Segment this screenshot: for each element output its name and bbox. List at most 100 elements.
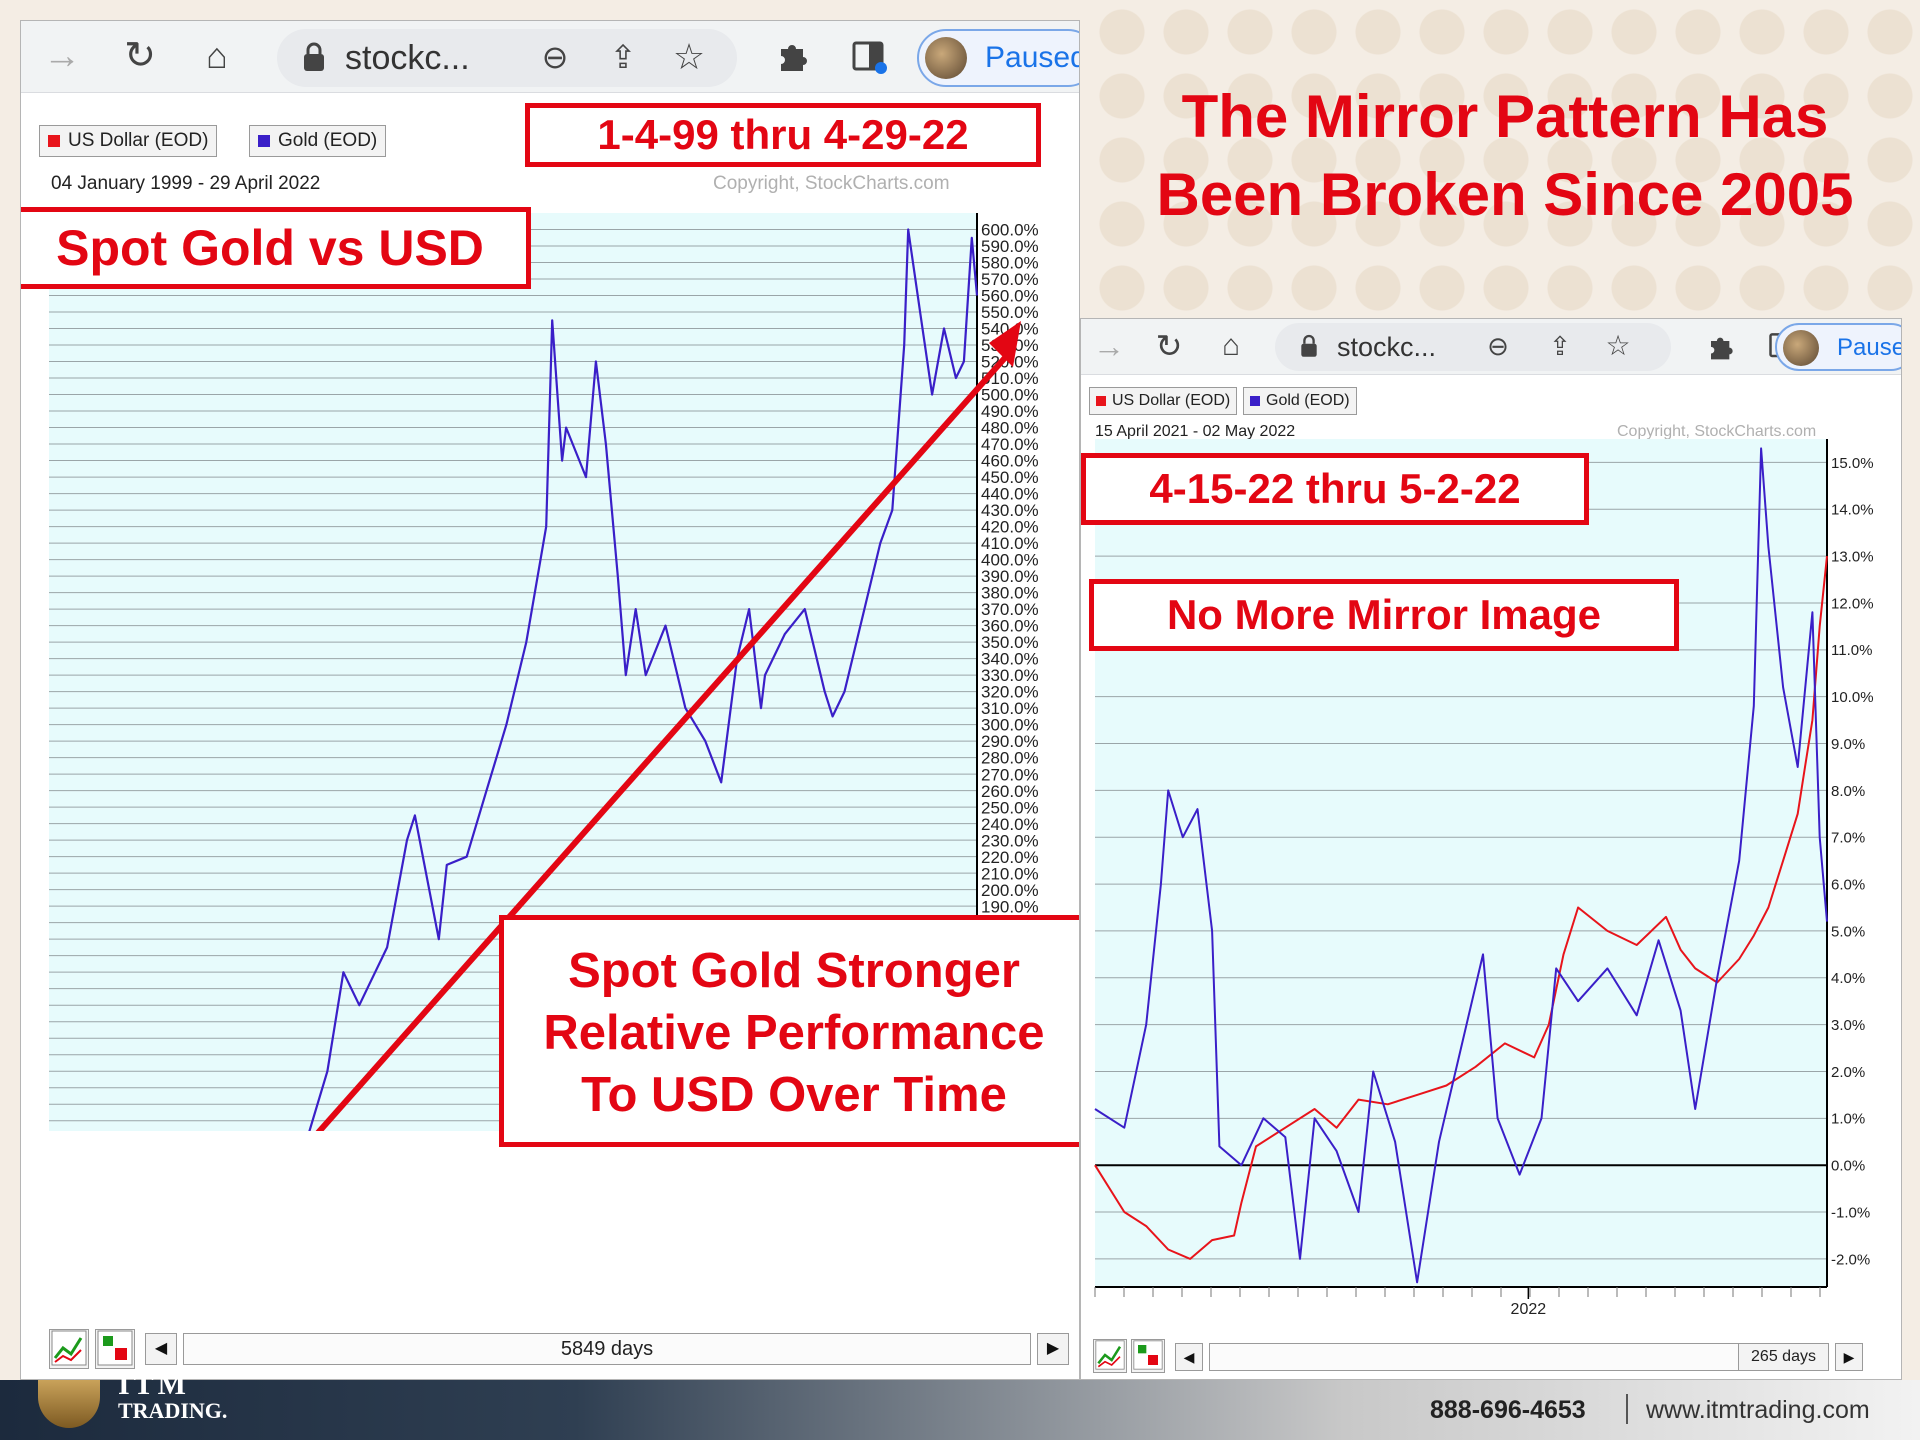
y-tick-label: 510.0% — [981, 369, 1039, 388]
period-callout-right-text: 4-15-22 thru 5-2-22 — [1149, 465, 1521, 512]
headline: The Mirror Pattern Has Been Broken Since… — [1090, 78, 1920, 234]
y-tick-label: 210.0% — [981, 864, 1039, 883]
avatar — [1783, 330, 1819, 366]
right-date-range: 15 April 2021 - 02 May 2022 — [1095, 423, 1296, 440]
title-callout: Spot Gold vs USD — [21, 207, 531, 289]
legend-usd[interactable]: US Dollar (EOD) — [39, 125, 218, 157]
mirror-note-callout: No More Mirror Image — [1089, 579, 1679, 651]
y-tick-label: 550.0% — [981, 303, 1039, 322]
mirror-note-callout-text: No More Mirror Image — [1166, 591, 1602, 638]
usd-swatch — [48, 134, 60, 147]
left-browser-toolbar: → ↻ ⌂ stockc... ⊖ ⇪ ☆ Paused — [21, 21, 1079, 93]
y-tick-label: 14.0% — [1831, 502, 1874, 519]
gold-series-line — [308, 228, 979, 1131]
indicator-icon[interactable] — [1131, 1339, 1165, 1373]
forward-icon[interactable]: → — [1093, 328, 1125, 364]
footer-divider — [1626, 1394, 1628, 1424]
y-tick-label: -1.0% — [1831, 1204, 1870, 1221]
usd-series-line — [1094, 555, 1828, 1260]
y-tick-label: 380.0% — [981, 584, 1039, 603]
extensions-icon[interactable] — [773, 37, 813, 77]
reload-icon[interactable]: ↻ — [124, 35, 156, 77]
y-tick-label: 370.0% — [981, 600, 1039, 619]
home-icon[interactable]: ⌂ — [206, 35, 228, 76]
left-browser-window: → ↻ ⌂ stockc... ⊖ ⇪ ☆ Paused US Dollar (… — [20, 20, 1080, 1380]
zoom-out-icon[interactable]: ⊖ — [541, 39, 569, 75]
scroll-left-button[interactable]: ◀ — [145, 1333, 177, 1365]
period-callout-right: 4-15-22 thru 5-2-22 — [1081, 453, 1589, 525]
share-icon[interactable]: ⇪ — [609, 39, 637, 75]
y-tick-label: 340.0% — [981, 650, 1039, 669]
strength-callout-line-3: To USD Over Time — [581, 1068, 1007, 1122]
period-callout-left-text: 1-4-99 thru 4-29-22 — [597, 111, 969, 158]
y-tick-label: 220.0% — [981, 848, 1039, 867]
chart-style-icon[interactable] — [49, 1329, 89, 1369]
right-address-bar[interactable]: stockc... ⊖ ⇪ ☆ — [1275, 323, 1671, 371]
trend-arrow-line — [315, 349, 1014, 1131]
footer-bar — [0, 1380, 1920, 1440]
chart-style-icon[interactable] — [1093, 1339, 1127, 1373]
y-tick-label: 4.0% — [1831, 970, 1865, 987]
y-tick-label: 12.0% — [1831, 595, 1874, 612]
gold-swatch — [1250, 395, 1260, 406]
y-tick-label: 360.0% — [981, 617, 1039, 636]
star-icon[interactable]: ☆ — [672, 36, 706, 77]
usd-swatch — [1096, 395, 1106, 406]
scroll-left-button[interactable]: ◀ — [1175, 1343, 1203, 1371]
strength-callout-line-2: Relative Performance — [543, 1006, 1045, 1060]
y-tick-label: 2.0% — [1831, 1064, 1865, 1081]
right-scroll-thumb[interactable]: 265 days — [1738, 1344, 1828, 1370]
left-scrollbar[interactable]: 5849 days — [183, 1333, 1031, 1365]
extensions-icon[interactable] — [1705, 331, 1737, 363]
footer-phone: 888-696-4653 — [1430, 1396, 1586, 1424]
logo-text-itm: ITM — [118, 1368, 190, 1401]
footer-website[interactable]: www.itmtrading.com — [1646, 1396, 1870, 1424]
sidebar-icon[interactable] — [849, 39, 889, 79]
y-tick-label: 270.0% — [981, 765, 1039, 784]
right-browser-toolbar: → ↻ ⌂ stockc... ⊖ ⇪ ☆ Pause — [1081, 319, 1901, 375]
legend-usd[interactable]: US Dollar (EOD) — [1089, 387, 1238, 415]
share-icon[interactable]: ⇪ — [1549, 331, 1571, 361]
y-tick-label: 430.0% — [981, 501, 1039, 520]
left-profile-label: Paused — [985, 41, 1080, 74]
right-chart-controls: ◀ 265 days ▶ — [1081, 1337, 1901, 1377]
y-tick-label: 320.0% — [981, 683, 1039, 702]
y-tick-label: 190.0% — [981, 897, 1039, 916]
y-tick-label: 330.0% — [981, 666, 1039, 685]
y-tick-label: 410.0% — [981, 534, 1039, 553]
legend-gold[interactable]: Gold (EOD) — [249, 125, 387, 157]
strength-callout: Spot Gold Stronger Relative Performance … — [499, 915, 1079, 1147]
legend-usd-label: US Dollar (EOD) — [68, 130, 209, 151]
y-tick-label: 560.0% — [981, 287, 1039, 306]
y-tick-label: 6.0% — [1831, 876, 1865, 893]
y-tick-label: 9.0% — [1831, 736, 1865, 753]
zoom-out-icon[interactable]: ⊖ — [1487, 331, 1509, 361]
legend-gold-label: Gold (EOD) — [1266, 392, 1350, 409]
scroll-right-button[interactable]: ▶ — [1037, 1333, 1069, 1365]
y-tick-label: 230.0% — [981, 831, 1039, 850]
y-tick-label: 490.0% — [981, 402, 1039, 421]
left-address-bar[interactable]: stockc... ⊖ ⇪ ☆ — [277, 29, 737, 87]
y-tick-label: 240.0% — [981, 815, 1039, 834]
right-profile-chip[interactable]: Pause — [1775, 323, 1902, 371]
left-profile-chip[interactable]: Paused — [917, 29, 1080, 87]
itm-logo-icon — [38, 1380, 100, 1428]
y-tick-label: 290.0% — [981, 732, 1039, 751]
legend-gold[interactable]: Gold (EOD) — [1243, 387, 1357, 415]
y-tick-label: 0.0% — [1831, 1158, 1865, 1175]
forward-icon[interactable]: → — [43, 35, 81, 77]
scroll-right-button[interactable]: ▶ — [1835, 1343, 1863, 1371]
home-icon[interactable]: ⌂ — [1221, 329, 1241, 362]
reload-icon[interactable]: ↻ — [1155, 328, 1183, 364]
right-profile-label: Pause — [1837, 334, 1902, 361]
left-date-range: 04 January 1999 - 29 April 2022 — [51, 173, 321, 194]
y-tick-label: 590.0% — [981, 237, 1039, 256]
y-tick-label: 260.0% — [981, 782, 1039, 801]
right-url-text: stockc... — [1337, 332, 1437, 362]
period-callout-left: 1-4-99 thru 4-29-22 — [525, 103, 1041, 167]
indicator-icon[interactable] — [95, 1329, 135, 1369]
right-copyright: Copyright, StockCharts.com — [1617, 423, 1817, 440]
star-icon[interactable]: ☆ — [1605, 330, 1631, 361]
right-scrollbar[interactable]: 265 days — [1209, 1343, 1829, 1371]
y-tick-label: 280.0% — [981, 749, 1039, 768]
